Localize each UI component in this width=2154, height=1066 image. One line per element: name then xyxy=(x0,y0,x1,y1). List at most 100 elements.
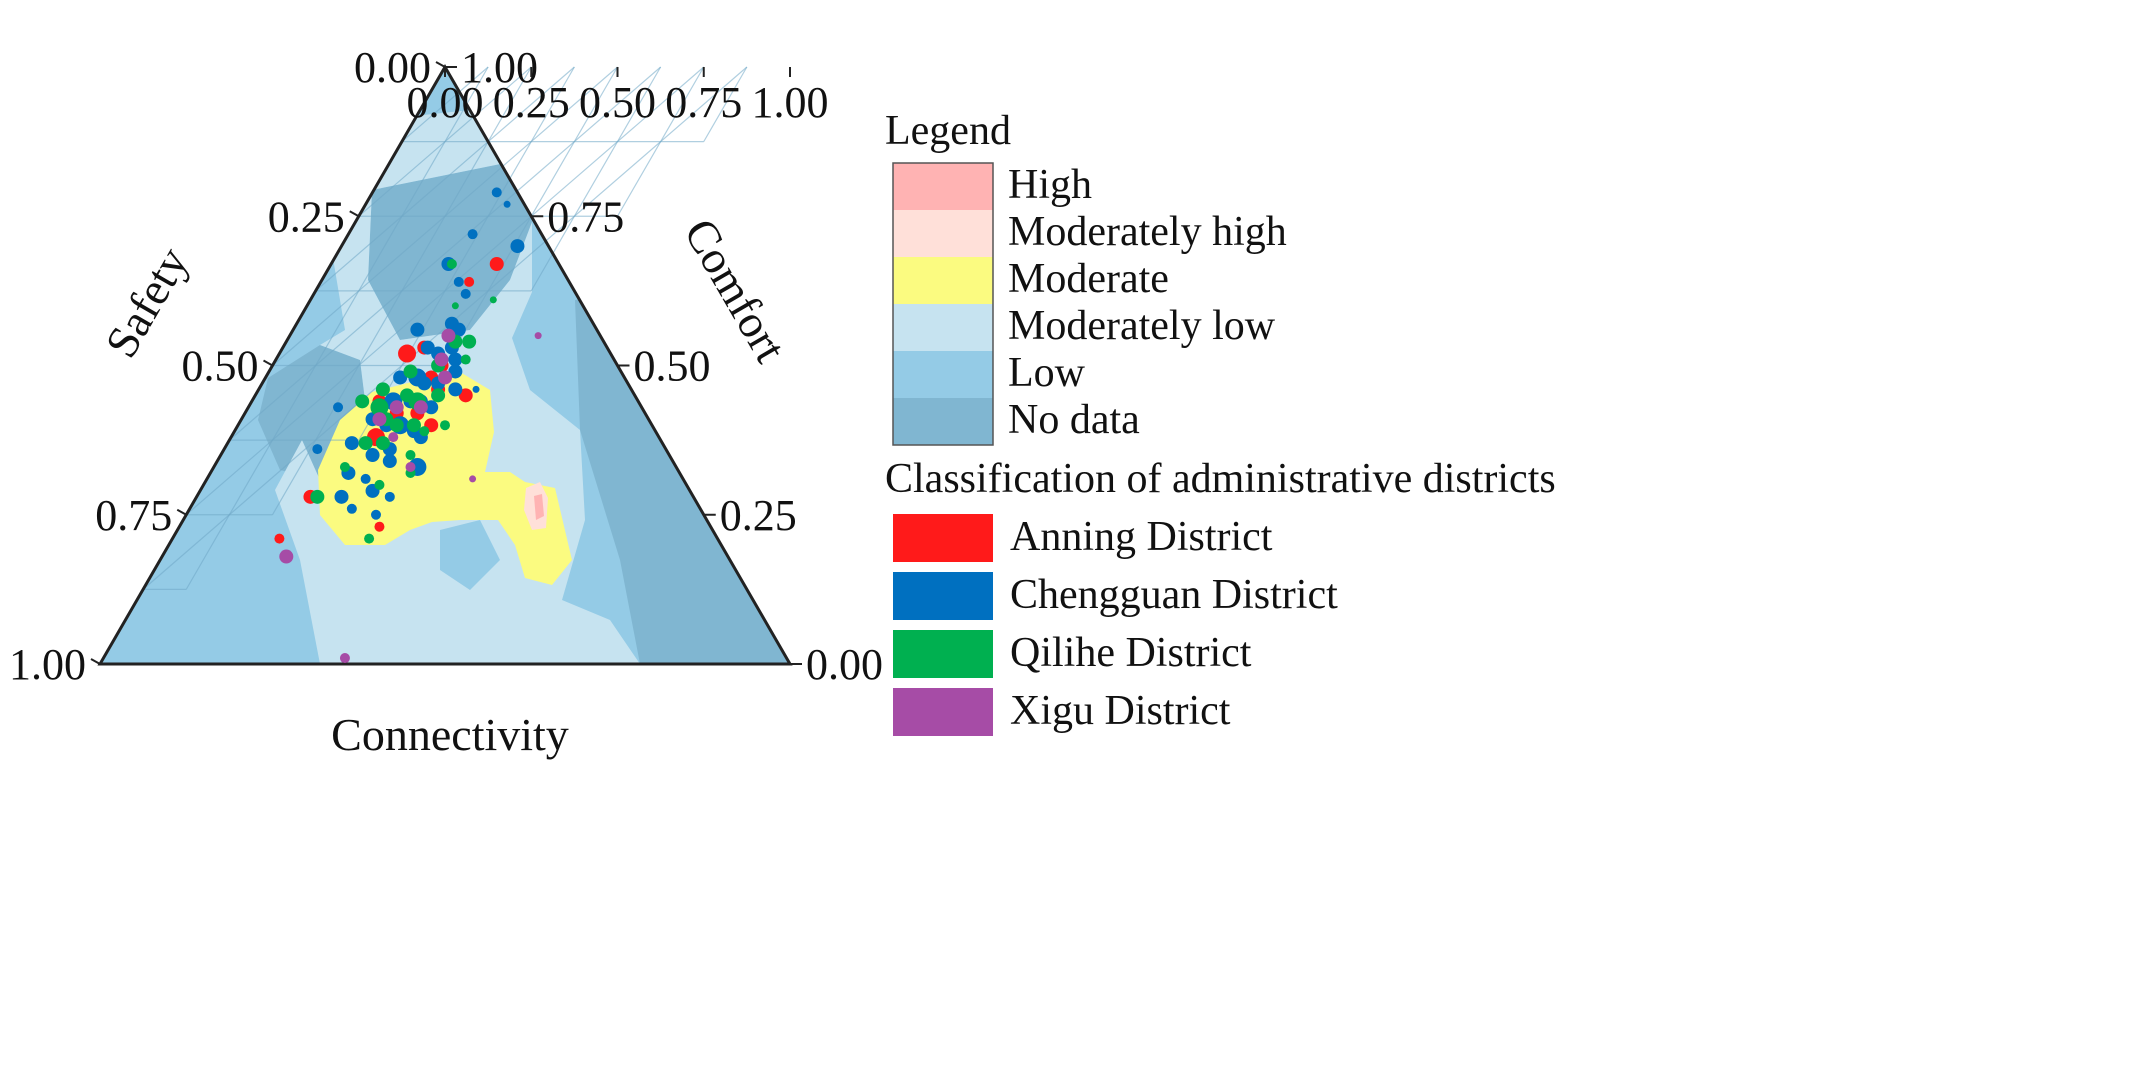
data-point xyxy=(424,400,439,415)
tick-label-connectivity: 0.75 xyxy=(665,78,742,127)
legend-level-label: No data xyxy=(1008,397,1140,443)
data-point xyxy=(375,436,390,451)
legend-district-swatch xyxy=(893,630,993,678)
legend-district-swatch xyxy=(893,572,993,620)
data-point xyxy=(358,436,373,451)
tick-mark-safety xyxy=(176,508,187,516)
axis-title-connectivity: Connectivity xyxy=(331,709,569,760)
data-point xyxy=(365,448,380,463)
region-low-hole xyxy=(440,520,500,590)
legend-districts-title: Classification of administrative distric… xyxy=(885,456,1556,502)
tick-label-connectivity: 0.25 xyxy=(493,78,570,127)
data-point xyxy=(446,259,457,270)
data-point xyxy=(472,385,480,393)
data-point xyxy=(448,382,463,397)
grid-line-connectivity xyxy=(185,66,489,590)
tick-label-connectivity: 1.00 xyxy=(752,78,829,127)
tick-label-comfort: 0.25 xyxy=(720,491,797,540)
tick-label-safety: 0.50 xyxy=(182,342,259,391)
tick-label-safety: 0.75 xyxy=(95,491,172,540)
legend-swatch xyxy=(893,351,993,398)
data-point xyxy=(453,276,464,287)
legend-district-label: Xigu District xyxy=(1010,688,1231,734)
data-point xyxy=(489,296,497,304)
ternary-ticks: 0.000.00 1.000.250.25 0.750.500.50 0.500.75… xyxy=(9,43,883,689)
tick-label-comfort: 0.50 xyxy=(634,342,711,391)
data-point xyxy=(405,461,416,472)
data-point xyxy=(364,533,375,544)
data-point xyxy=(333,402,344,413)
data-point xyxy=(405,450,416,461)
tick-label-connectivity: 0.50 xyxy=(579,78,656,127)
data-point xyxy=(460,288,471,299)
tick-label-safety: 1.00 xyxy=(9,640,86,689)
legend-district-label: Qilihe District xyxy=(1010,630,1252,676)
data-point xyxy=(410,322,425,337)
data-point xyxy=(451,302,459,310)
legend-title: Legend xyxy=(885,108,1011,154)
data-point xyxy=(372,412,387,427)
grid-line-comfort xyxy=(358,66,532,217)
data-point xyxy=(403,364,418,379)
legend-district-label: Anning District xyxy=(1010,514,1273,560)
grid-line-comfort xyxy=(401,66,489,143)
data-point xyxy=(491,187,502,198)
tick-mark-safety xyxy=(90,658,101,665)
data-point xyxy=(469,475,477,483)
data-point xyxy=(393,370,408,385)
data-point xyxy=(448,352,463,367)
data-point xyxy=(462,334,477,349)
data-point xyxy=(398,344,417,363)
data-point xyxy=(417,376,432,391)
data-point xyxy=(510,239,525,254)
data-point xyxy=(464,276,475,287)
data-point xyxy=(374,479,385,490)
grid-line-connectivity xyxy=(616,66,705,217)
data-point xyxy=(389,400,404,415)
data-point xyxy=(467,229,478,240)
data-point xyxy=(382,454,397,469)
data-point xyxy=(389,418,404,433)
legend-district-label: Chengguan District xyxy=(1010,572,1338,618)
data-point xyxy=(448,364,463,379)
data-point xyxy=(406,418,421,433)
grid-line-comfort xyxy=(142,66,748,590)
grid-line-comfort xyxy=(315,66,575,292)
data-point xyxy=(339,653,350,664)
grid-line-comfort xyxy=(228,66,662,441)
legend-swatch xyxy=(893,163,993,210)
data-point xyxy=(312,444,323,455)
grid-line-comfort xyxy=(272,66,618,366)
data-point xyxy=(371,509,381,520)
tick-mark-safety xyxy=(263,359,273,367)
data-point xyxy=(419,426,430,437)
tick-label-safety: 0.25 xyxy=(268,192,345,241)
legend-swatch-frame xyxy=(892,162,994,446)
tick-label-connectivity: 0.00 xyxy=(407,78,484,127)
data-point xyxy=(360,473,371,484)
data-point xyxy=(420,340,435,355)
legend-level-label: Low xyxy=(1008,350,1086,396)
data-point xyxy=(440,420,450,431)
data-point xyxy=(274,533,285,544)
legend-level-label: Moderately high xyxy=(1008,209,1287,255)
data-point xyxy=(384,491,395,502)
data-point xyxy=(388,432,399,443)
data-point xyxy=(279,549,294,564)
tick-label-comfort: 1.00 xyxy=(461,43,538,92)
data-point xyxy=(534,332,542,340)
legend-districts: Anning District Chengguan District Qilihe … xyxy=(893,514,1338,736)
data-point xyxy=(339,461,350,472)
data-point xyxy=(344,436,359,451)
legend-district-swatch xyxy=(893,514,993,562)
data-point xyxy=(346,503,357,514)
legend-swatch xyxy=(893,210,993,257)
tick-mark-safety xyxy=(435,61,446,68)
data-point xyxy=(375,382,390,397)
data-point xyxy=(441,328,456,343)
data-point xyxy=(310,489,325,504)
data-point xyxy=(413,400,428,415)
